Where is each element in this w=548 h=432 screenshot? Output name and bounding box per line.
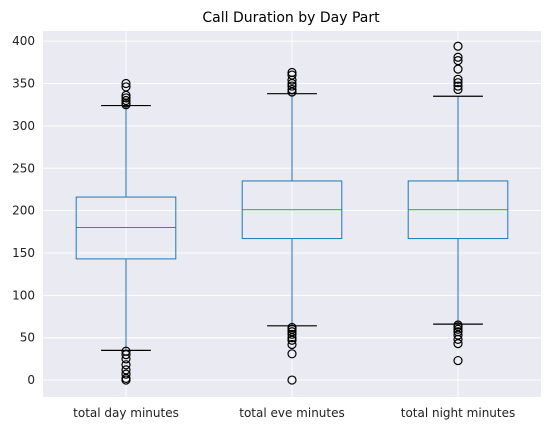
outlier-point bbox=[287, 349, 297, 359]
outlier-point bbox=[121, 78, 131, 89]
outlier-point bbox=[453, 355, 463, 366]
y-tick-label: 150 bbox=[12, 246, 35, 260]
outlier-point bbox=[453, 78, 463, 88]
outlier-point bbox=[121, 360, 131, 370]
outlier-point bbox=[287, 339, 297, 350]
outlier-point bbox=[121, 365, 131, 375]
y-tick-label: 400 bbox=[12, 34, 35, 48]
box-group bbox=[241, 67, 343, 385]
outlier-point bbox=[453, 41, 463, 51]
outlier-point bbox=[287, 327, 297, 337]
y-axis-ticks: 0 50 100 150 200 250 300 350 400 bbox=[12, 34, 35, 387]
outlier-point bbox=[287, 84, 297, 95]
x-tick-label: total eve minutes bbox=[239, 406, 345, 420]
y-tick-label: 100 bbox=[12, 288, 35, 302]
outlier-point bbox=[453, 84, 463, 95]
box-group bbox=[75, 78, 177, 385]
outlier-point bbox=[287, 67, 297, 78]
y-tick-label: 250 bbox=[12, 161, 35, 175]
outlier-point bbox=[453, 81, 463, 91]
boxes bbox=[75, 41, 509, 385]
outlier-point bbox=[121, 369, 131, 379]
outlier-point bbox=[287, 322, 297, 333]
outlier-point bbox=[287, 81, 297, 91]
y-tick-label: 350 bbox=[12, 77, 35, 91]
outlier-point bbox=[453, 324, 463, 334]
outlier-point bbox=[121, 95, 131, 106]
outlier-point bbox=[287, 375, 297, 385]
x-tick-label: total night minutes bbox=[401, 406, 516, 420]
x-tick-label: total day minutes bbox=[73, 406, 179, 420]
outlier-point bbox=[453, 56, 463, 66]
outlier-point bbox=[453, 320, 463, 330]
box-group bbox=[407, 41, 509, 366]
outlier-point bbox=[453, 327, 463, 337]
outlier-point bbox=[453, 52, 463, 62]
outlier-point bbox=[287, 329, 297, 339]
outlier-point bbox=[121, 82, 131, 92]
outlier-point bbox=[121, 346, 131, 356]
y-tick-label: 200 bbox=[12, 204, 35, 218]
chart-title: Call Duration by Day Part bbox=[202, 10, 380, 26]
outlier-point bbox=[453, 74, 463, 84]
y-tick-label: 50 bbox=[20, 331, 35, 345]
outlier-point bbox=[121, 93, 131, 103]
y-tick-label: 0 bbox=[27, 373, 35, 387]
y-tick-label: 300 bbox=[12, 119, 35, 133]
outlier-point bbox=[287, 70, 297, 80]
outlier-point bbox=[121, 350, 131, 360]
x-axis-ticks: total day minutes total eve minutes total … bbox=[73, 406, 515, 420]
